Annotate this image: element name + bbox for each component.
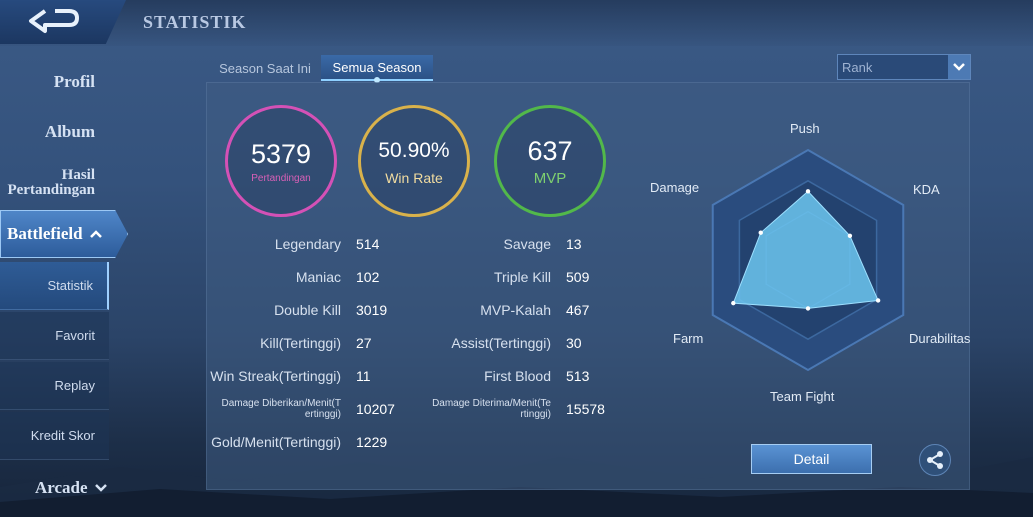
sidebar-item-profile[interactable]: Profil [53, 72, 95, 91]
kredit-skor-label: Kredit Skor [30, 428, 95, 443]
sidebar-subitem-favorit[interactable]: Favorit [0, 312, 109, 360]
page-title: STATISTIK [143, 12, 247, 32]
stat-value-damage-taken: 15578 [566, 401, 605, 417]
radar-label-durabilitas: Durabilitas [909, 331, 971, 346]
stat-label-win-streak: Win Streak(Tertinggi) [210, 368, 341, 384]
arcade-label: Arcade [35, 478, 88, 497]
mvp-count: 637 [527, 135, 573, 166]
statistik-label: Statistik [47, 278, 93, 293]
stat-value-first-blood: 513 [566, 368, 590, 384]
damage-dealt-label-line2: ertinggi) [304, 409, 341, 420]
stat-label-triple-kill: Triple Kill [493, 269, 551, 285]
battlefield-label: Battlefield [7, 224, 83, 243]
favorit-label: Favorit [55, 328, 95, 343]
damage-taken-label-line2: rtinggi) [520, 409, 551, 420]
stat-value-damage-dealt: 10207 [356, 401, 395, 417]
mvp-label: MVP [533, 169, 567, 187]
mvp-circle: 637 MVP [494, 105, 606, 217]
tab-all-seasons[interactable]: Semua Season [321, 55, 433, 83]
matches-label: Pertandingan [251, 172, 311, 184]
radar-label-team-fight: Team Fight [770, 389, 835, 404]
chevron-up-icon [89, 230, 102, 238]
chevron-down-icon [94, 484, 107, 492]
stat-label-double-kill: Double Kill [274, 302, 341, 318]
stat-label-damage-taken: Damage Diterima/Menit(Te rtinggi) [406, 398, 551, 420]
damage-taken-label-line1: Damage Diterima/Menit(Te [432, 398, 551, 409]
radar-label-push: Push [790, 121, 820, 136]
top-bar [0, 0, 1033, 46]
dropdown-arrow[interactable] [948, 55, 970, 79]
sidebar-subitem-kredit-skor[interactable]: Kredit Skor [0, 412, 109, 460]
stat-value-mvp-lose: 467 [566, 302, 590, 318]
radar-label-farm: Farm [673, 331, 704, 346]
rank-filter-dropdown[interactable]: Rank [837, 54, 971, 80]
radar-point-push [805, 189, 811, 194]
stat-label-assist-highest: Assist(Tertinggi) [451, 335, 551, 351]
chevron-down-icon [953, 63, 965, 71]
sidebar-item-match-history[interactable]: Hasil Pertandingan [7, 168, 95, 198]
back-arrow-icon [29, 9, 79, 33]
radar-point-farm [731, 300, 736, 306]
stat-value-savage: 13 [566, 236, 582, 252]
matches-circle: 5379 Pertandingan [225, 105, 337, 217]
share-icon [927, 451, 943, 469]
tab-current-season[interactable]: Season Saat Ini [219, 60, 311, 76]
damage-dealt-label-line1: Damage Diberikan/Menit(T [221, 398, 342, 409]
stat-label-damage-dealt: Damage Diberikan/Menit(T ertinggi) [196, 398, 342, 420]
sidebar: Profil Album Hasil Pertandingan Battlefi… [0, 52, 135, 517]
radar-point-team-fight [805, 306, 811, 311]
stat-label-kill-highest: Kill(Tertinggi) [260, 335, 341, 351]
match-history-label-line1: Hasil [61, 167, 95, 183]
radar-point-kda [847, 233, 853, 238]
stat-value-kill-highest: 27 [356, 335, 372, 351]
radar-label-damage: Damage [650, 180, 700, 195]
radar-point-durabilitas [875, 298, 881, 303]
share-button[interactable] [919, 444, 951, 476]
sidebar-item-arcade[interactable]: Arcade [35, 478, 108, 498]
detail-button[interactable]: Detail [751, 444, 872, 474]
stat-label-first-blood: First Blood [484, 368, 551, 384]
stat-label-gold-per-min: Gold/Menit(Tertinggi) [211, 434, 341, 450]
stat-label-legendary: Legendary [274, 236, 341, 252]
matches-count: 5379 [250, 138, 312, 169]
stat-label-maniac: Maniac [295, 269, 341, 285]
stat-label-mvp-lose: MVP-Kalah [480, 302, 551, 318]
win-rate-label: Win Rate [385, 170, 443, 186]
match-history-label-line2: Pertandingan [7, 182, 95, 198]
stat-value-assist-highest: 30 [566, 335, 582, 351]
stat-label-savage: Savage [503, 236, 551, 252]
sidebar-item-battlefield[interactable]: Battlefield [0, 210, 128, 258]
stat-value-gold-per-min: 1229 [356, 434, 388, 450]
back-button[interactable] [0, 0, 126, 44]
radar-label-kda: KDA [913, 182, 940, 197]
radar-chart [711, 148, 905, 372]
stat-value-maniac: 102 [356, 269, 380, 285]
replay-label: Replay [54, 378, 95, 393]
sidebar-subitem-replay[interactable]: Replay [0, 362, 109, 410]
win-rate-value: 50.90% [378, 139, 450, 162]
stat-value-double-kill: 3019 [356, 302, 388, 318]
rank-filter-value: Rank [842, 59, 873, 75]
win-rate-circle: 50.90% Win Rate [358, 105, 470, 217]
sidebar-item-album[interactable]: Album [44, 122, 95, 141]
stat-value-triple-kill: 509 [566, 269, 590, 285]
radar-point-damage [758, 230, 763, 235]
sidebar-subitem-statistik[interactable]: Statistik [0, 262, 109, 310]
stat-value-win-streak: 11 [356, 368, 371, 384]
stat-value-legendary: 514 [356, 236, 380, 252]
